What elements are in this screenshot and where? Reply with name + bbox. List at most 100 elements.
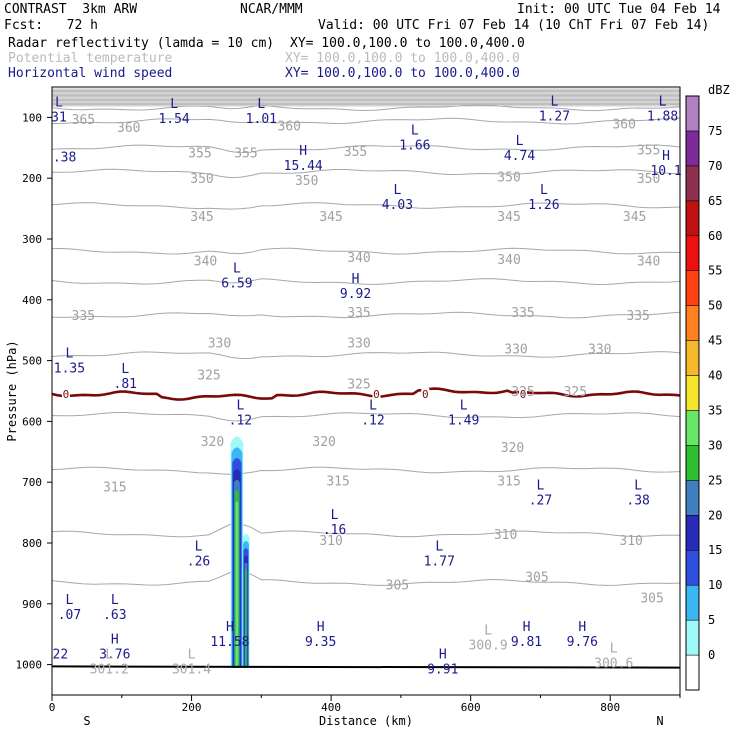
theta-contour-label: 365 [72,113,95,128]
field-name-reflectivity: Radar reflectivity (lamda = 10 cm) [8,36,275,51]
theta-contour-label: 355 [188,147,211,162]
wind-extremum-marker: L [236,398,244,413]
wind-extremum-marker: L [550,94,558,109]
x-tick-label: 800 [600,701,620,714]
field-xy-reflectivity: XY= 100.0,100.0 to 100.0,400.0 [290,36,525,51]
theta-extremum-marker: L [484,623,492,638]
theta-contour-label: 330 [588,342,611,357]
theta-contour-315 [51,466,681,475]
freezing-label-bg [519,388,527,400]
x-tick-label: 600 [461,701,481,714]
wind-extremum-value: .27 [529,494,552,509]
wind-extremum-value: .07 [58,608,81,623]
theta-contour-label: 310 [494,528,517,543]
wind-extremum-marker: L [195,539,203,554]
theta-contour-label: 335 [511,306,534,321]
theta-contour-label: 330 [347,336,370,351]
freezing-level-label: 0 [63,388,70,401]
wind-extremum-value: 9.81 [511,635,542,650]
wind-extremum-marker: L [111,593,119,608]
wind-extremum-value: 15.44 [284,159,323,174]
wind-extremum-marker: L [257,97,265,112]
wind-extremum-marker: H [317,620,325,635]
y-tick-label: 700 [22,476,42,489]
theta-contour-320 [51,412,681,422]
colorbar-level-label: 55 [708,264,722,278]
theta-contour-label: 355 [344,145,367,160]
wind-extremum-value: .38 [53,151,76,166]
theta-contour-label: 345 [319,210,342,225]
y-axis-title: Pressure (hPa) [5,340,19,441]
theta-contour-label: 340 [497,253,520,268]
theta-contour-label: 350 [637,172,660,187]
theta-contour-label: 310 [619,534,642,549]
theta-contour-label: 345 [623,210,646,225]
colorbar-level-label: 15 [708,543,722,557]
theta-extremum-value: 301.2 [90,663,129,678]
theta-contour-label: 310 [319,534,342,549]
wind-extremum-value: 1.35 [54,362,85,377]
y-tick-label: 900 [22,598,42,611]
theta-contour-label: 350 [295,174,318,189]
wind-extremum-marker: H [578,620,586,635]
theta-contour-label: 325 [511,385,534,400]
theta-extremum-marker: L [610,642,618,657]
wind-extremum-value: 1.27 [539,109,570,124]
theta-contour-label: 335 [347,306,370,321]
colorbar-box [685,235,700,271]
colorbar-level-label: 60 [708,229,722,243]
wind-extremum-value: 22 [53,647,69,662]
colorbar-box [685,340,700,376]
reflectivity-cell-0-level-7 [235,501,239,668]
wind-extremum-marker: H [439,648,447,663]
y-tick-label: 100 [22,111,42,124]
theta-contour-label: 360 [117,121,140,136]
colorbar-frame [685,95,700,691]
freezing-label-bg [61,388,70,400]
theta-contour-365 [51,104,681,112]
center-label: NCAR/MMM [240,2,303,17]
y-tick-label: 300 [22,233,42,246]
theta-contour-350 [51,168,681,179]
wind-extremum-marker: L [66,593,74,608]
colorbar-box [685,445,700,481]
colorbar-box [685,619,700,656]
wind-extremum-value: 9.76 [567,635,598,650]
colorbar-level-label: 10 [708,578,722,592]
theta-extremum-value: 301.4 [172,663,211,678]
colorbar-box [685,584,700,621]
theta-contour-355 [51,144,681,154]
wind-extremum-value: 1.54 [158,112,189,127]
x-axis-title: Distance (km) [319,714,413,728]
theta-contour-label: 345 [190,210,213,225]
theta-contour-label: 315 [103,480,126,495]
wind-extremum-value: 4.74 [504,149,535,164]
reflectivity-cell-1-level-6 [245,569,247,668]
freezing-level-line [51,387,681,401]
theta-contour-340 [51,247,681,255]
wind-extremum-marker: L [331,508,339,523]
theta-contour-label: 350 [190,172,213,187]
y-tick-label: 400 [22,294,42,307]
wind-extremum-marker: L [540,183,548,198]
wind-extremum-marker: L [369,398,377,413]
theta-contour-label: 355 [637,144,660,159]
field-xy-wind: XY= 100.0,100.0 to 100.0,400.0 [285,66,520,81]
wind-extremum-value: .81 [114,377,137,392]
theta-contour-325 [51,351,681,360]
x-tick-label: 0 [49,701,56,714]
theta-contour-360 [51,117,681,125]
theta-contour-label: 335 [626,309,649,324]
colorbar-box [685,410,700,446]
wind-extremum-marker: L [233,262,241,277]
wind-extremum-value: 9.35 [305,635,336,650]
theta-contour-label: 360 [612,117,635,132]
wind-extremum-marker: L [659,94,667,109]
theta-contour-335 [51,278,681,286]
colorbar-level-label: 40 [708,369,722,383]
theta-contour-label: 360 [278,119,301,134]
theta-contour-label: 355 [234,147,257,162]
colorbar-level-label: 50 [708,299,722,313]
x-end-label-right: N [656,714,663,728]
theta-extremum-value: 300.9 [469,638,508,653]
